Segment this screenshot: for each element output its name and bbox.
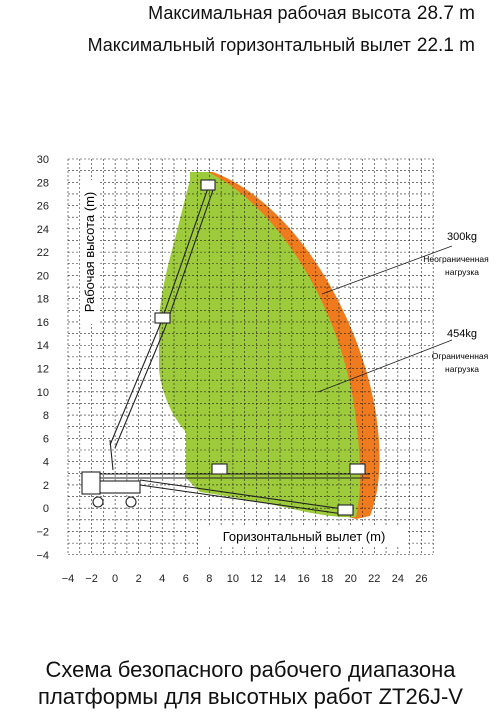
zone-unrestricted-load-label: 300kg — [447, 231, 477, 243]
y-tick-label: 12 — [37, 364, 49, 376]
x-tick-label: −4 — [62, 573, 75, 585]
y-tick-label: 22 — [37, 247, 49, 259]
aerial-platform-drawing — [81, 179, 370, 516]
zone-restricted-desc-line1: Ограниченная — [432, 351, 489, 361]
y-tick-label: 10 — [37, 387, 49, 399]
working-range-diagram: 300kg Неограниченная нагрузка 454kg Огра… — [36, 154, 489, 585]
y-tick-label: 8 — [43, 410, 49, 422]
x-tick-label: −2 — [85, 573, 98, 585]
zone-restricted-desc-line2: нагрузка — [445, 364, 479, 374]
caption-line-2: платформы для высотных работ ZT26J-V — [38, 684, 463, 709]
pointer-line-454kg — [317, 339, 453, 393]
x-axis-label: Горизонтальный вылет (m) — [223, 529, 386, 544]
x-tick-label: 22 — [368, 573, 380, 585]
zone-unrestricted-desc-line2: нагрузка — [445, 267, 479, 277]
max-horizontal-outreach-label: Максимальный горизонтальный вылет — [87, 35, 411, 55]
x-tick-label: 16 — [297, 573, 309, 585]
x-tick-label: 26 — [415, 573, 427, 585]
x-tick-label: 6 — [183, 573, 189, 585]
max-working-height-value: 28.7 m — [416, 3, 475, 24]
y-tick-label: 6 — [43, 433, 49, 445]
x-tick-label: 18 — [321, 573, 333, 585]
max-horizontal-outreach: Максимальный горизонтальный вылет 22.1 m — [88, 35, 475, 57]
caption-line-1: Схема безопасного рабочего диапазона — [45, 657, 456, 682]
y-tick-label: 18 — [37, 294, 49, 306]
x-tick-label: 20 — [345, 573, 357, 585]
pointer-line-300kg — [321, 245, 453, 295]
x-tick-label: 24 — [392, 573, 404, 585]
max-horizontal-outreach-value: 22.1 m — [416, 35, 475, 56]
y-tick-label: 24 — [37, 224, 49, 236]
max-working-height-label: Максимальная рабочая высота — [148, 3, 411, 23]
max-working-height: Максимальная рабочая высота 28.7 m — [148, 3, 475, 25]
zone-restricted-shape — [159, 172, 361, 518]
x-tick-label: 12 — [250, 573, 262, 585]
y-tick-label: 20 — [37, 270, 49, 282]
y-tick-label: 28 — [37, 177, 49, 189]
x-tick-label: 14 — [274, 573, 286, 585]
y-tick-label: 2 — [43, 480, 49, 492]
y-tick-label: 4 — [43, 457, 49, 469]
y-tick-label: 0 — [43, 503, 49, 515]
x-tick-label: 8 — [206, 573, 212, 585]
x-tick-label: 0 — [112, 573, 118, 585]
zone-unrestricted-desc-line1: Неограниченная — [423, 254, 489, 264]
y-tick-label: 16 — [37, 317, 49, 329]
y-tick-label: −4 — [36, 550, 49, 562]
y-axis-label: Рабочая высота (m) — [82, 192, 97, 313]
y-tick-label: 30 — [37, 154, 49, 166]
x-tick-label: 4 — [159, 573, 165, 585]
x-tick-label: 10 — [227, 573, 239, 585]
x-tick-label: 2 — [136, 573, 142, 585]
zone-restricted-load-label: 454kg — [447, 328, 477, 340]
y-tick-label: 26 — [37, 201, 49, 213]
y-tick-label: 14 — [37, 340, 49, 352]
y-tick-label: −2 — [36, 526, 49, 538]
